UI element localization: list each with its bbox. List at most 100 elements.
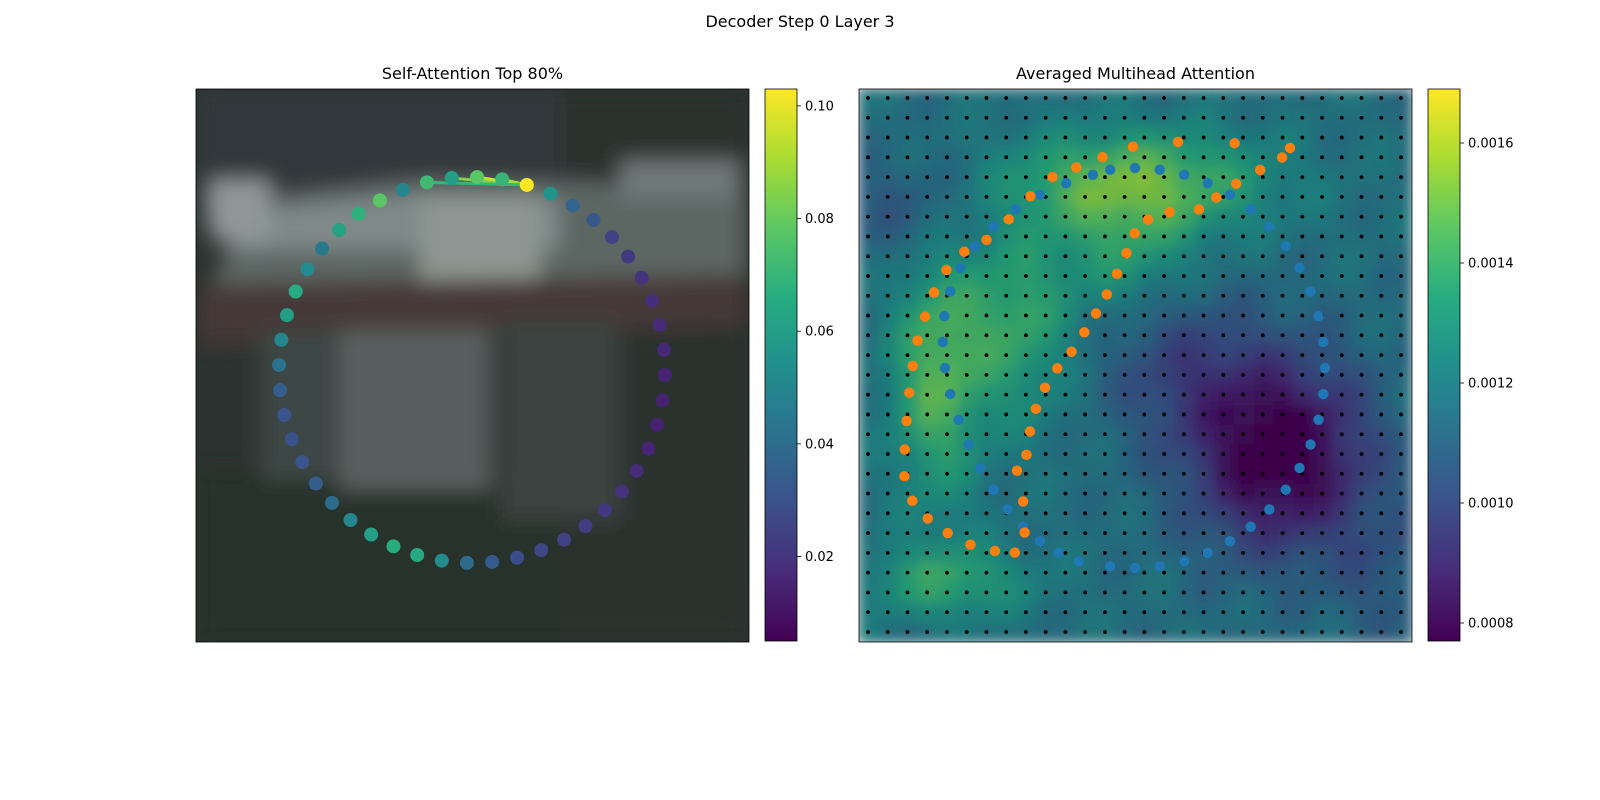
reference-point xyxy=(964,372,969,377)
colorbar-tick-label: 0.0016 xyxy=(1468,137,1514,152)
reference-point xyxy=(1339,372,1344,377)
reference-point xyxy=(1339,392,1344,397)
reference-point xyxy=(1122,214,1127,219)
reference-point xyxy=(964,590,969,595)
reference-point xyxy=(1320,491,1324,496)
colorbar-tick-label: 0.0014 xyxy=(1468,257,1514,272)
contour-b-point xyxy=(1052,363,1063,374)
contour-a-point xyxy=(1305,439,1316,450)
reference-point xyxy=(1221,412,1226,417)
reference-point xyxy=(905,570,910,575)
attention-point xyxy=(351,206,366,221)
reference-point xyxy=(1221,214,1226,219)
reference-point xyxy=(905,234,910,239)
attention-point xyxy=(650,417,665,432)
reference-point xyxy=(1339,452,1344,456)
contour-b-point xyxy=(1071,162,1082,173)
reference-point xyxy=(1024,630,1028,634)
reference-point xyxy=(1122,96,1127,100)
reference-point xyxy=(984,135,989,140)
reference-point xyxy=(1162,550,1167,555)
attention-point xyxy=(277,408,292,423)
reference-point xyxy=(1142,234,1147,239)
reference-point xyxy=(885,155,890,160)
reference-point xyxy=(1280,234,1285,239)
contour-a-point xyxy=(1294,462,1305,474)
reference-point xyxy=(1399,214,1403,219)
reference-point xyxy=(984,293,989,298)
reference-point xyxy=(945,194,949,199)
reference-point xyxy=(945,570,949,575)
reference-point xyxy=(1260,590,1265,595)
attention-point xyxy=(343,512,358,527)
reference-point xyxy=(1102,274,1107,278)
reference-point xyxy=(905,333,910,338)
reference-point xyxy=(925,274,930,278)
reference-point xyxy=(1241,194,1245,199)
reference-point xyxy=(1063,550,1068,555)
reference-point xyxy=(1083,254,1088,259)
contour-a-point xyxy=(1313,414,1324,425)
reference-point xyxy=(925,333,930,338)
reference-point xyxy=(1320,432,1324,437)
reference-point xyxy=(1142,254,1147,259)
reference-point xyxy=(1122,531,1127,536)
reference-point xyxy=(1359,590,1364,595)
reference-point xyxy=(1004,372,1009,377)
reference-point xyxy=(1260,452,1265,456)
attention-point xyxy=(364,527,379,542)
reference-point xyxy=(1083,590,1088,595)
reference-point xyxy=(1004,333,1009,338)
reference-point xyxy=(885,175,890,180)
contour-b-point xyxy=(1142,214,1154,225)
reference-point xyxy=(1102,96,1107,100)
reference-point xyxy=(964,550,969,555)
reference-point xyxy=(1280,135,1285,140)
reference-point xyxy=(1043,155,1048,160)
contour-b-point xyxy=(1003,214,1014,225)
reference-point xyxy=(905,432,910,437)
reference-point xyxy=(1260,570,1265,575)
reference-point xyxy=(964,333,969,338)
reference-point xyxy=(1339,610,1344,615)
reference-point xyxy=(866,550,870,555)
contour-b-point xyxy=(907,360,918,372)
reference-point xyxy=(1359,293,1364,298)
contour-a-point xyxy=(1060,178,1072,189)
reference-point xyxy=(1083,550,1088,555)
colorbar-tick-label: 0.06 xyxy=(805,325,834,340)
contour-a-point xyxy=(953,414,964,425)
reference-point xyxy=(1241,550,1245,555)
reference-point xyxy=(1083,630,1088,634)
reference-point xyxy=(1102,531,1107,536)
reference-point xyxy=(1004,610,1009,615)
right-colorbar-ticks: 0.0008 0.0010 0.0012 0.0014 0.0016 xyxy=(1460,137,1514,632)
reference-point xyxy=(1083,115,1088,120)
contour-b-point xyxy=(1211,192,1222,203)
reference-point xyxy=(866,155,870,160)
reference-point xyxy=(866,175,870,180)
reference-point xyxy=(905,135,910,140)
reference-point xyxy=(1339,194,1344,199)
reference-point xyxy=(1004,175,1009,180)
reference-point xyxy=(866,214,870,219)
reference-point xyxy=(1043,610,1048,615)
reference-point xyxy=(1004,392,1009,397)
reference-point xyxy=(1379,135,1384,140)
reference-point xyxy=(1024,274,1028,278)
reference-point xyxy=(1181,333,1186,338)
reference-point xyxy=(1339,254,1344,259)
reference-point xyxy=(905,590,910,595)
reference-point xyxy=(1063,372,1068,377)
contour-a-point xyxy=(1280,241,1291,252)
reference-point xyxy=(1359,432,1364,437)
reference-point xyxy=(1221,135,1226,140)
reference-point xyxy=(1102,590,1107,595)
reference-point xyxy=(1201,412,1206,417)
reference-point xyxy=(925,590,930,595)
reference-point xyxy=(1122,175,1127,180)
reference-point xyxy=(1280,550,1285,555)
reference-point xyxy=(1162,135,1167,140)
contour-b-point xyxy=(1127,141,1139,153)
